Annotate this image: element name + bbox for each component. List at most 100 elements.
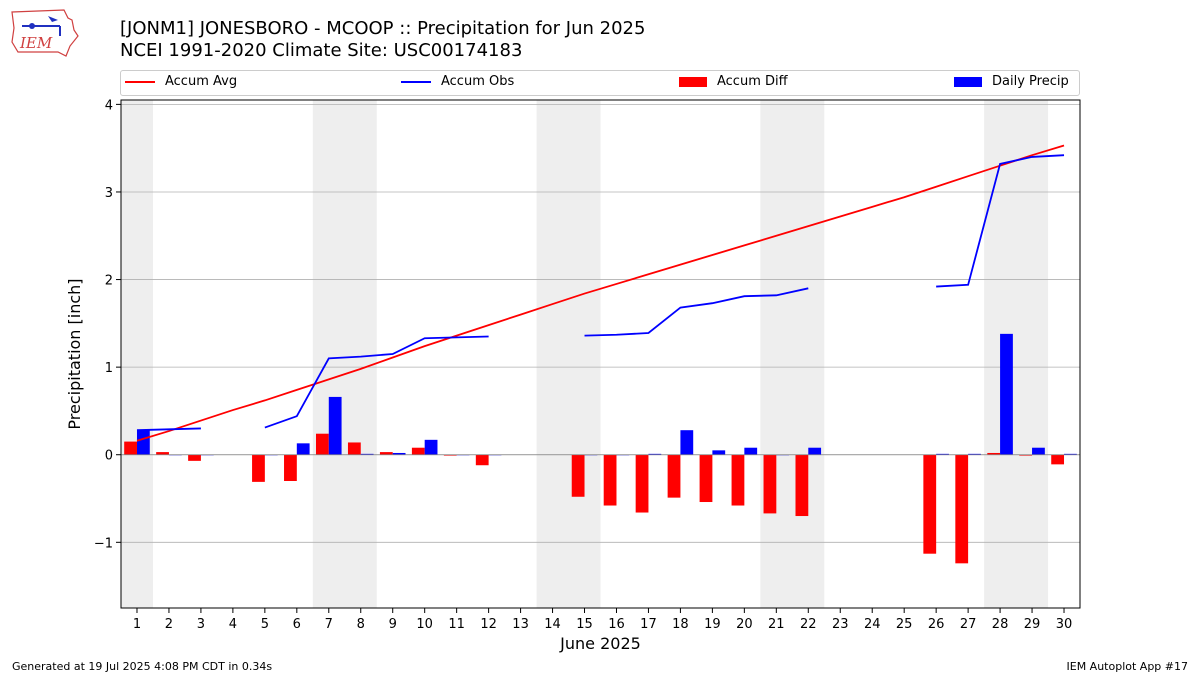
y-tick-label: −1 [94, 536, 113, 551]
daily-precip-bar [712, 450, 726, 455]
accum-obs-line [936, 154, 1065, 288]
accum-diff-bar [795, 454, 809, 517]
legend-item-accum-obs: Accum Obs [401, 74, 514, 89]
x-tick-label: 30 [1056, 617, 1073, 632]
accum-diff-bar [987, 452, 1001, 455]
accum-diff-bar [1019, 454, 1033, 456]
accum-diff-bar [156, 452, 169, 455]
x-tick-label: 13 [512, 617, 529, 632]
accum-diff-bar [284, 454, 297, 481]
plot-frame [120, 99, 1081, 609]
daily-precip-bar [392, 452, 406, 455]
accum-diff-bar [667, 454, 681, 498]
x-tick-label: 21 [768, 617, 785, 632]
daily-precip-bar [968, 453, 981, 455]
x-tick-label: 9 [389, 617, 397, 632]
x-tick-label: 17 [640, 617, 657, 632]
chart-title: [JONM1] JONESBORO - MCOOP :: Precipitati… [120, 18, 645, 62]
y-tick-label: 4 [105, 98, 113, 113]
x-tick-label: 5 [261, 617, 269, 632]
x-tick-label: 4 [229, 617, 237, 632]
x-tick-label: 20 [736, 617, 753, 632]
y-axis-label: Precipitation [inch] [65, 278, 84, 429]
x-tick-label: 24 [864, 617, 881, 632]
x-tick-label: 16 [608, 617, 625, 632]
x-tick-label: 11 [448, 617, 465, 632]
legend-swatch-accum-obs [401, 80, 431, 83]
weekend-shade-1 [312, 100, 377, 608]
x-tick-label: 19 [704, 617, 721, 632]
weekend-shade-4 [984, 100, 1049, 608]
accum-diff-bar [731, 454, 745, 506]
x-tick-label: 2 [165, 617, 173, 632]
accum-diff-bar [923, 454, 937, 554]
accum-diff-bar [699, 454, 713, 503]
legend-item-accum-avg: Accum Avg [125, 74, 237, 89]
generated-footer: Generated at 19 Jul 2025 4:08 PM CDT in … [12, 660, 273, 673]
x-tick-label: 26 [928, 617, 945, 632]
svg-text:IEM: IEM [19, 34, 53, 52]
y-tick-label: 2 [105, 274, 113, 289]
daily-precip-bar [1032, 447, 1045, 455]
daily-precip-bar [360, 453, 374, 455]
daily-precip-bar [328, 396, 342, 455]
legend-swatch-accum-avg [125, 80, 155, 83]
legend-item-daily-precip: Daily Precip [954, 74, 1069, 89]
legend-label-accum-avg: Accum Avg [165, 74, 238, 89]
x-tick-label: 1 [133, 617, 141, 632]
x-tick-label: 8 [357, 617, 365, 632]
app-footer: IEM Autoplot App #17 [1066, 660, 1189, 673]
accum-diff-bar [1051, 454, 1065, 465]
title-line-2: NCEI 1991-2020 Climate Site: USC00174183 [120, 40, 523, 61]
x-tick-label: 6 [293, 617, 301, 632]
weekend-shade-0 [121, 100, 153, 608]
daily-precip-bar [936, 453, 949, 455]
x-tick-label: 10 [416, 617, 433, 632]
legend-label-accum-obs: Accum Obs [441, 74, 515, 89]
x-tick-label: 7 [325, 617, 333, 632]
accum-diff-bar [763, 454, 777, 514]
accum-diff-bar [124, 441, 137, 455]
accum-diff-bar [315, 433, 329, 455]
accum-diff-bar [411, 447, 425, 455]
accum-obs-line [584, 287, 809, 337]
accum-obs-line [136, 427, 201, 432]
legend: Accum Avg Accum Obs Accum Diff Daily Pre… [120, 70, 1080, 96]
accum-obs-line [264, 335, 489, 429]
daily-precip-bar [648, 453, 662, 455]
y-tick-label: 0 [105, 449, 113, 464]
daily-precip-bar [296, 443, 310, 455]
legend-item-accum-diff: Accum Diff [679, 74, 788, 89]
y-tick-label: 1 [105, 361, 113, 376]
legend-label-accum-diff: Accum Diff [717, 74, 788, 89]
daily-precip-bar [136, 430, 150, 455]
accum-diff-bar [571, 454, 585, 497]
accum-diff-bar [347, 442, 361, 455]
x-axis-label: June 2025 [559, 634, 641, 653]
x-tick-label: 29 [1024, 617, 1041, 632]
accum-diff-bar [443, 454, 457, 456]
legend-swatch-daily-precip [954, 76, 982, 87]
accum-avg-line [136, 144, 1065, 442]
legend-label-daily-precip: Daily Precip [992, 74, 1069, 89]
x-tick-label: 23 [832, 617, 849, 632]
accum-diff-bar [252, 454, 265, 482]
accum-diff-bar [188, 454, 201, 461]
x-tick-label: 25 [896, 617, 913, 632]
accum-diff-bar [603, 454, 617, 506]
title-line-1: [JONM1] JONESBORO - MCOOP :: Precipitati… [120, 18, 646, 39]
accum-diff-bar [379, 452, 393, 455]
daily-precip-bar [808, 447, 822, 455]
accum-diff-bar [955, 454, 969, 564]
x-tick-label: 12 [480, 617, 497, 632]
weekend-shade-3 [760, 100, 825, 608]
daily-precip-bar [1000, 333, 1013, 455]
y-tick-label: 3 [105, 186, 113, 201]
accum-diff-bar [475, 454, 489, 466]
x-tick-label: 18 [672, 617, 689, 632]
x-tick-label: 28 [992, 617, 1009, 632]
daily-precip-bar [744, 447, 758, 455]
daily-precip-bar [424, 439, 438, 455]
x-tick-label: 14 [544, 617, 561, 632]
